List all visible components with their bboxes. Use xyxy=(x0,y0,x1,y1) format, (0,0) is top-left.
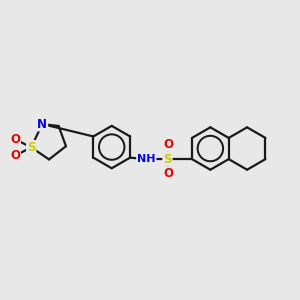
Text: O: O xyxy=(10,149,20,162)
Text: S: S xyxy=(27,141,35,154)
Text: S: S xyxy=(163,153,172,166)
Text: N: N xyxy=(37,118,47,130)
Text: O: O xyxy=(163,138,173,151)
Text: O: O xyxy=(163,167,173,180)
Text: NH: NH xyxy=(137,154,155,164)
Text: O: O xyxy=(10,133,20,146)
